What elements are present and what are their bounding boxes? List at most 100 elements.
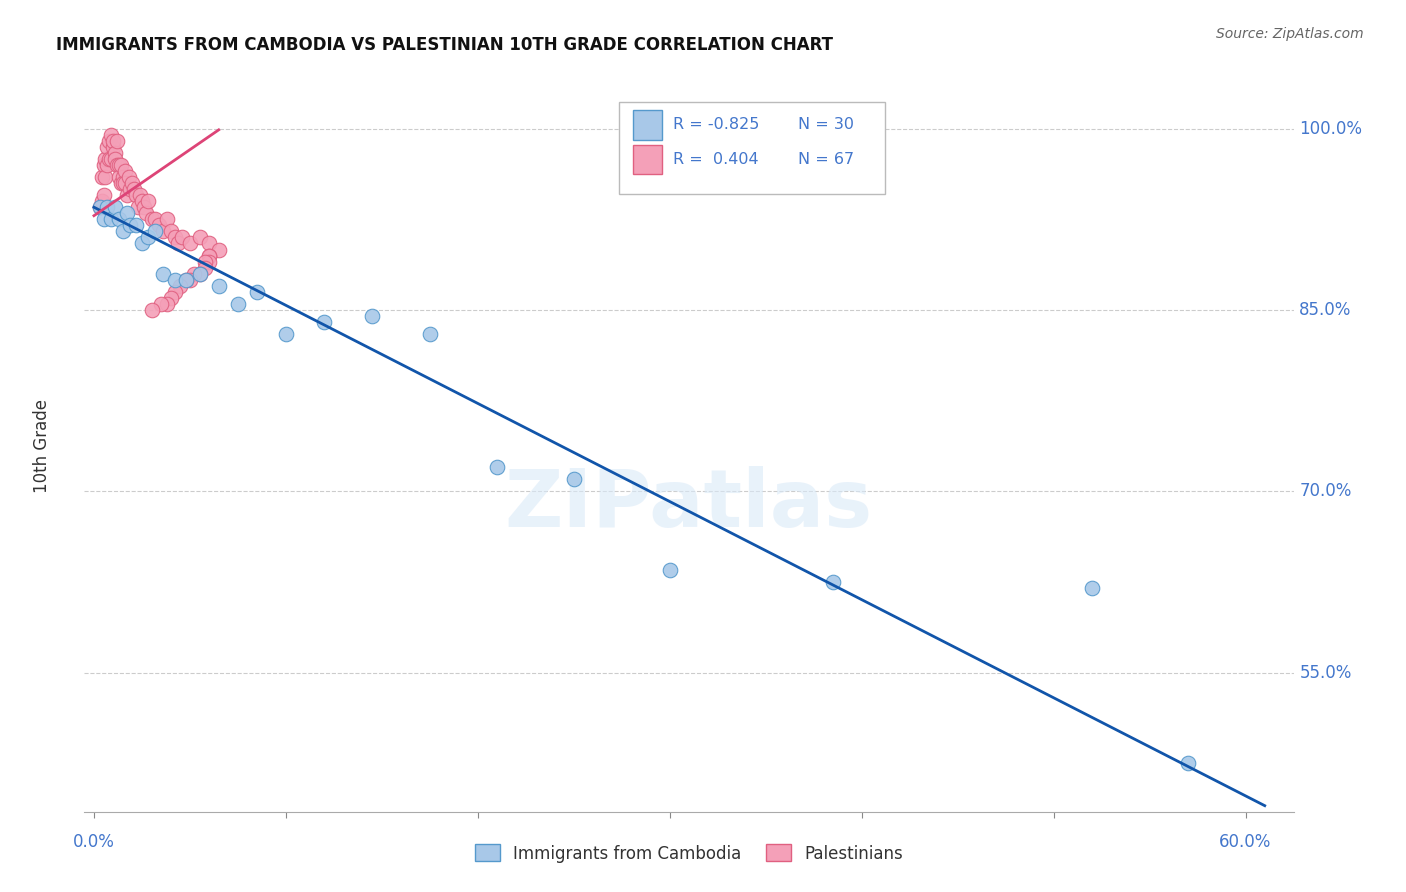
Point [131, 194, 153, 209]
Point [274, 327, 297, 342]
Point [122, 182, 145, 196]
Point [145, 224, 167, 238]
Point [96, 200, 118, 214]
Point [127, 200, 149, 214]
Point [821, 574, 844, 589]
Point [89, 200, 111, 214]
Text: 60.0%: 60.0% [1219, 833, 1271, 852]
Point [156, 297, 179, 311]
Point [111, 176, 134, 190]
FancyBboxPatch shape [633, 145, 662, 174]
Point [169, 278, 191, 293]
Point [105, 134, 128, 148]
Point [152, 224, 174, 238]
Point [163, 230, 186, 244]
Point [361, 309, 384, 323]
Point [172, 230, 194, 244]
Point [121, 176, 143, 190]
Text: N = 30: N = 30 [797, 118, 853, 132]
FancyBboxPatch shape [619, 103, 884, 194]
Point [110, 176, 132, 190]
Point [188, 230, 211, 244]
Point [93, 188, 115, 202]
Point [110, 158, 132, 172]
Point [120, 182, 142, 196]
Point [156, 212, 179, 227]
Point [163, 273, 186, 287]
Point [1177, 756, 1199, 771]
Point [105, 158, 128, 172]
Point [114, 176, 136, 190]
Point [198, 236, 221, 251]
Point [246, 285, 269, 299]
Point [90, 194, 112, 209]
Point [141, 212, 163, 227]
Point [198, 254, 221, 268]
Text: ZIPatlas: ZIPatlas [505, 466, 873, 543]
Text: 70.0%: 70.0% [1299, 483, 1351, 500]
Point [135, 206, 157, 220]
Point [96, 158, 118, 172]
Point [179, 236, 201, 251]
Point [108, 158, 131, 172]
Text: 0.0%: 0.0% [73, 833, 115, 852]
Point [1081, 581, 1104, 595]
Point [93, 158, 115, 172]
Point [89, 200, 111, 214]
Text: IMMIGRANTS FROM CAMBODIA VS PALESTINIAN 10TH GRADE CORRELATION CHART: IMMIGRANTS FROM CAMBODIA VS PALESTINIAN … [56, 36, 834, 54]
Point [148, 219, 170, 233]
Legend: Immigrants from Cambodia, Palestinians: Immigrants from Cambodia, Palestinians [468, 838, 910, 869]
Point [90, 169, 112, 184]
Point [188, 267, 211, 281]
Text: R =  0.404: R = 0.404 [673, 152, 759, 167]
Point [101, 140, 124, 154]
Point [98, 134, 121, 148]
Point [131, 236, 153, 251]
Point [141, 303, 163, 318]
Point [136, 194, 159, 209]
Point [562, 472, 585, 486]
Point [419, 327, 441, 342]
Point [120, 219, 142, 233]
Point [194, 260, 217, 275]
Point [104, 152, 127, 166]
Text: 100.0%: 100.0% [1299, 120, 1362, 137]
Point [104, 200, 127, 214]
Point [198, 249, 221, 263]
Point [129, 188, 152, 202]
Point [179, 273, 201, 287]
Point [485, 460, 508, 475]
Point [125, 219, 148, 233]
Point [136, 230, 159, 244]
Point [125, 188, 148, 202]
Text: R = -0.825: R = -0.825 [673, 118, 759, 132]
Point [111, 224, 134, 238]
Point [314, 315, 336, 329]
Point [104, 145, 127, 160]
Point [93, 212, 115, 227]
Point [174, 273, 197, 287]
Point [188, 267, 211, 281]
Point [208, 278, 231, 293]
Point [194, 254, 217, 268]
Point [108, 169, 131, 184]
Point [183, 267, 205, 281]
Point [117, 169, 139, 184]
Point [108, 212, 131, 227]
Point [115, 206, 138, 220]
Text: 85.0%: 85.0% [1299, 301, 1351, 319]
Text: 10th Grade: 10th Grade [32, 399, 51, 493]
Point [150, 297, 173, 311]
Point [167, 236, 190, 251]
FancyBboxPatch shape [633, 111, 662, 139]
Point [658, 563, 681, 577]
Point [100, 128, 122, 142]
Point [98, 152, 121, 166]
Point [226, 297, 249, 311]
Point [100, 212, 122, 227]
Text: Source: ZipAtlas.com: Source: ZipAtlas.com [1216, 27, 1364, 41]
Point [114, 164, 136, 178]
Point [198, 249, 221, 263]
Point [174, 273, 197, 287]
Point [100, 152, 122, 166]
